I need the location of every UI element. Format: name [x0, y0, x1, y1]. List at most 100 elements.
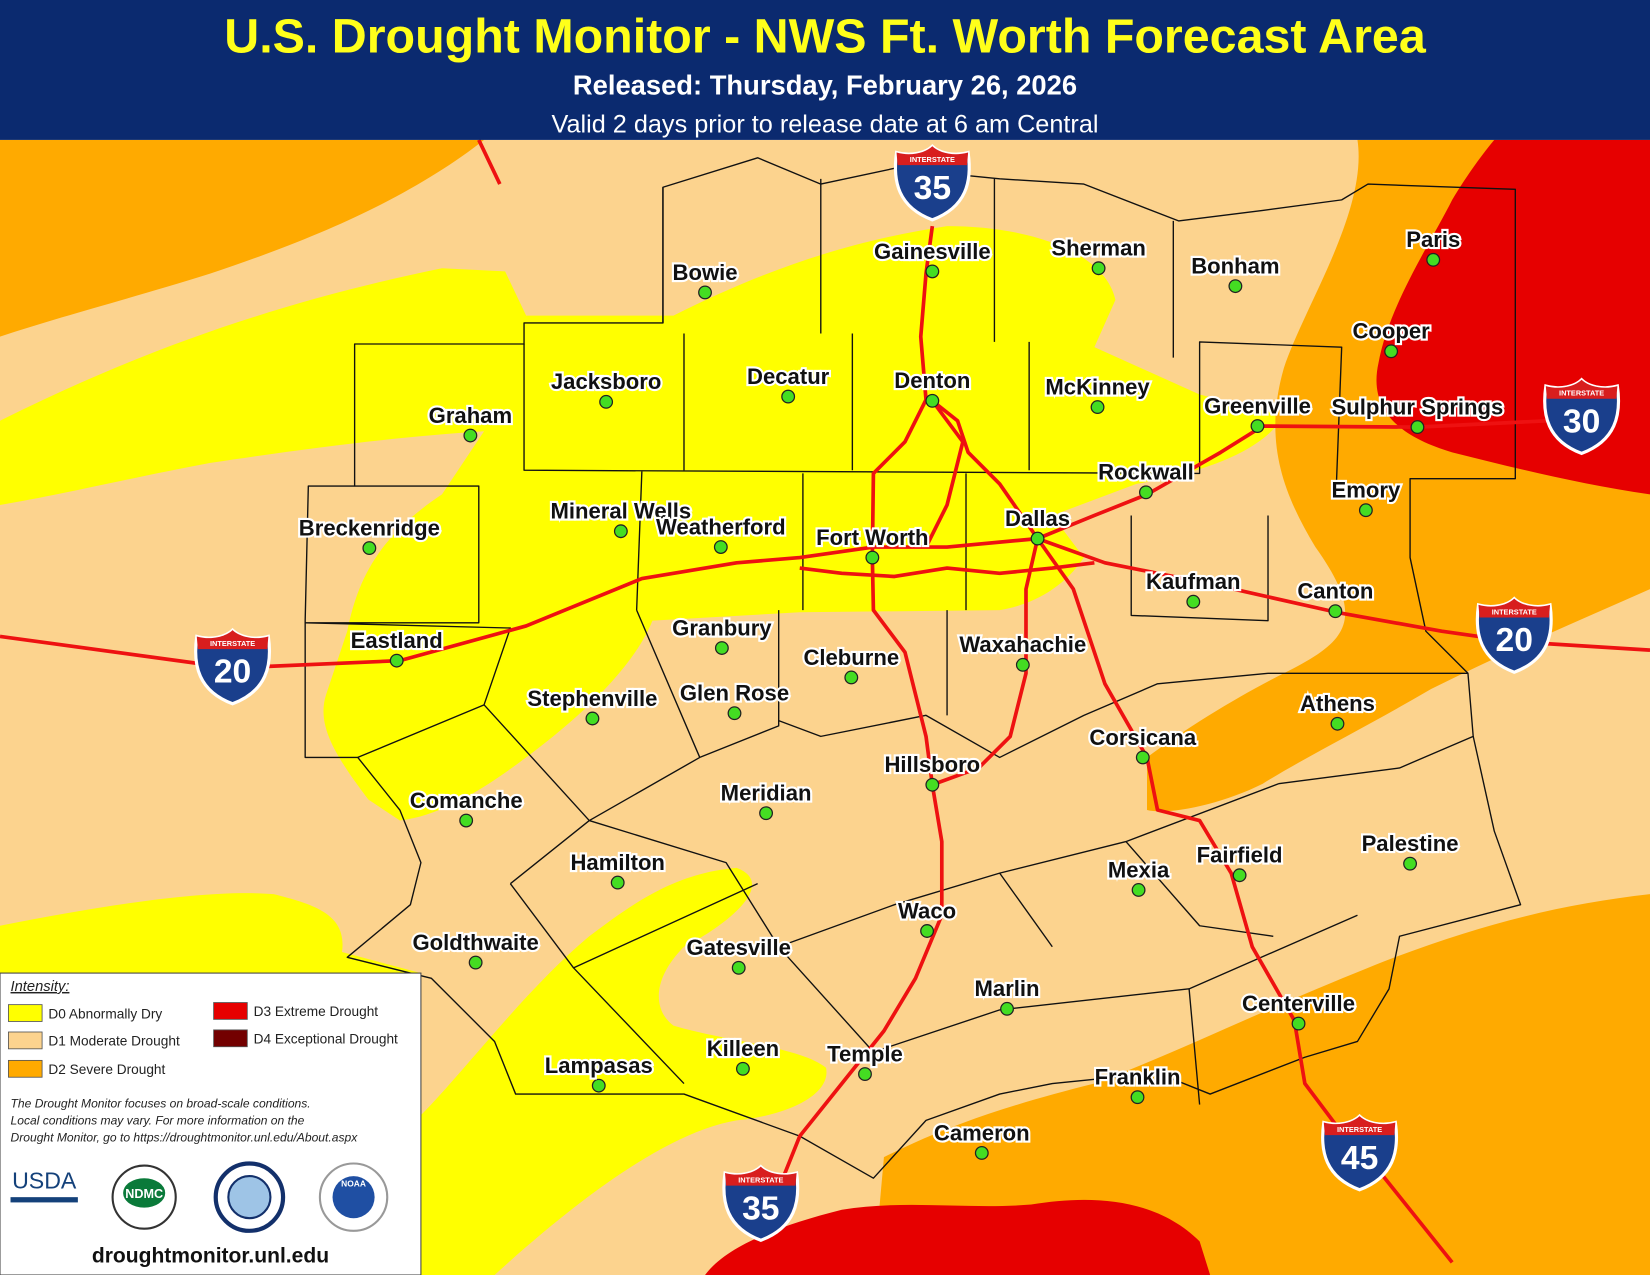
legend-note: Local conditions may vary. For more info…	[11, 1114, 305, 1128]
legend-title: Intensity:	[11, 979, 70, 995]
city-label: Greenville	[1204, 393, 1311, 418]
city-dot	[1091, 261, 1106, 276]
shield-word: INTERSTATE	[210, 639, 255, 648]
city-dot	[1228, 279, 1243, 294]
city-label: Rockwall	[1098, 460, 1194, 485]
city-label: Canton	[1297, 579, 1373, 604]
city-dot	[1328, 604, 1343, 619]
city-dot	[585, 711, 600, 726]
shield-top	[1545, 379, 1618, 399]
city-dot	[925, 393, 940, 408]
city-label: Graham	[429, 403, 512, 428]
city-label: Marlin	[975, 976, 1040, 1001]
logo-noaa-text: NOAA	[341, 1179, 366, 1189]
legend-swatch	[7, 1004, 43, 1022]
city-label: Lampasas	[545, 1053, 653, 1078]
city-dot	[714, 641, 729, 655]
shield-word: INTERSTATE	[1337, 1125, 1382, 1134]
interstate-shield: INTERSTATE 45	[1321, 1113, 1399, 1192]
shield-top	[896, 146, 969, 166]
city-dot	[858, 1067, 872, 1082]
city-label: Sherman	[1051, 236, 1145, 261]
city-dot	[1130, 1090, 1145, 1105]
city-label: Cleburne	[803, 645, 899, 670]
city-label: Fairfield	[1197, 843, 1283, 868]
d2-area	[0, 139, 485, 337]
city-label: Dallas	[1005, 506, 1070, 531]
shield-number: 35	[914, 170, 951, 207]
legend-swatch	[213, 1029, 248, 1048]
city-label: Denton	[894, 368, 970, 393]
city-dot	[759, 806, 774, 821]
city-label: Glen Rose	[680, 681, 789, 706]
city-dot	[459, 813, 474, 828]
city-dot	[1232, 868, 1247, 883]
interstate-shield: INTERSTATE 30	[1543, 377, 1621, 456]
city-label: Emory	[1332, 478, 1401, 503]
shield-number: 35	[742, 1190, 779, 1227]
city-dot	[727, 706, 742, 721]
city-dot	[920, 924, 935, 938]
interstate-shield: INTERSTATE 35	[893, 143, 971, 222]
city-dot	[1403, 856, 1418, 871]
city-dot	[1410, 420, 1425, 435]
city-label: Eastland	[351, 628, 443, 653]
city-dot	[1139, 485, 1153, 500]
city-dot	[698, 285, 712, 300]
city-label: Hillsboro	[884, 752, 980, 777]
city-dot	[781, 389, 796, 404]
city-label: Goldthwaite	[412, 930, 538, 955]
city-label: Stephenville	[527, 686, 657, 711]
city-dot	[610, 875, 625, 890]
cities: Bowie Gainesville Sherman Bonham Paris Cooper…	[297, 225, 1505, 1160]
city-dot	[1131, 883, 1146, 897]
city-label: Comanche	[410, 788, 523, 813]
city-label: Granbury	[672, 615, 772, 640]
shield-number: 20	[214, 654, 251, 691]
shield-top	[1478, 598, 1551, 618]
interstate-shield: INTERSTATE 20	[1475, 596, 1553, 674]
shield-top	[725, 1166, 797, 1186]
d0-area	[0, 226, 1284, 821]
city-label: Decatur	[747, 364, 830, 389]
city-label: Franklin	[1095, 1065, 1181, 1090]
city-label: Weatherford	[656, 514, 786, 539]
city-label: Breckenridge	[299, 515, 440, 540]
city-dot	[389, 653, 404, 668]
shield-word: INTERSTATE	[1492, 607, 1537, 616]
city-dot	[865, 550, 880, 565]
city-label: Palestine	[1362, 831, 1459, 856]
legend-swatch	[7, 1059, 43, 1078]
city-dot	[1135, 750, 1150, 765]
shield-word: INTERSTATE	[910, 155, 955, 164]
legend: Intensity: D0 Abnormally Dry D1 Moderate …	[0, 972, 422, 1275]
city-label: Centerville	[1242, 991, 1355, 1016]
city-label: Cooper	[1352, 319, 1430, 344]
city-label: Mineral Wells	[550, 499, 691, 524]
city-dot	[1186, 594, 1201, 609]
city-label: Waco	[898, 898, 956, 923]
legend-swatch	[7, 1031, 43, 1050]
interstate-shield: INTERSTATE 20	[194, 627, 272, 706]
legend-label: D2 Severe Drought	[48, 1062, 165, 1077]
legend-note: The Drought Monitor focuses on broad-sca…	[11, 1097, 311, 1111]
city-dot	[731, 960, 746, 975]
city-dot	[362, 541, 377, 556]
city-label: Jacksboro	[551, 369, 661, 394]
city-label: Temple	[827, 1041, 903, 1066]
legend-label: D0 Abnormally Dry	[48, 1006, 162, 1021]
city-label: Gatesville	[687, 935, 791, 960]
valid: Valid 2 days prior to release date at 6 …	[551, 111, 1098, 139]
header-bar	[0, 0, 1650, 140]
city-label: Fort Worth	[816, 525, 928, 550]
shield-number: 45	[1341, 1140, 1378, 1177]
city-label: McKinney	[1045, 374, 1150, 399]
d0-area	[420, 867, 827, 1275]
title: U.S. Drought Monitor - NWS Ft. Worth For…	[224, 10, 1427, 64]
city-dot	[1426, 252, 1441, 267]
city-dot	[1358, 503, 1373, 518]
released: Released: Thursday, February 26, 2026	[573, 70, 1077, 101]
city-label: Meridian	[721, 781, 812, 806]
legend-swatch	[213, 1002, 248, 1020]
